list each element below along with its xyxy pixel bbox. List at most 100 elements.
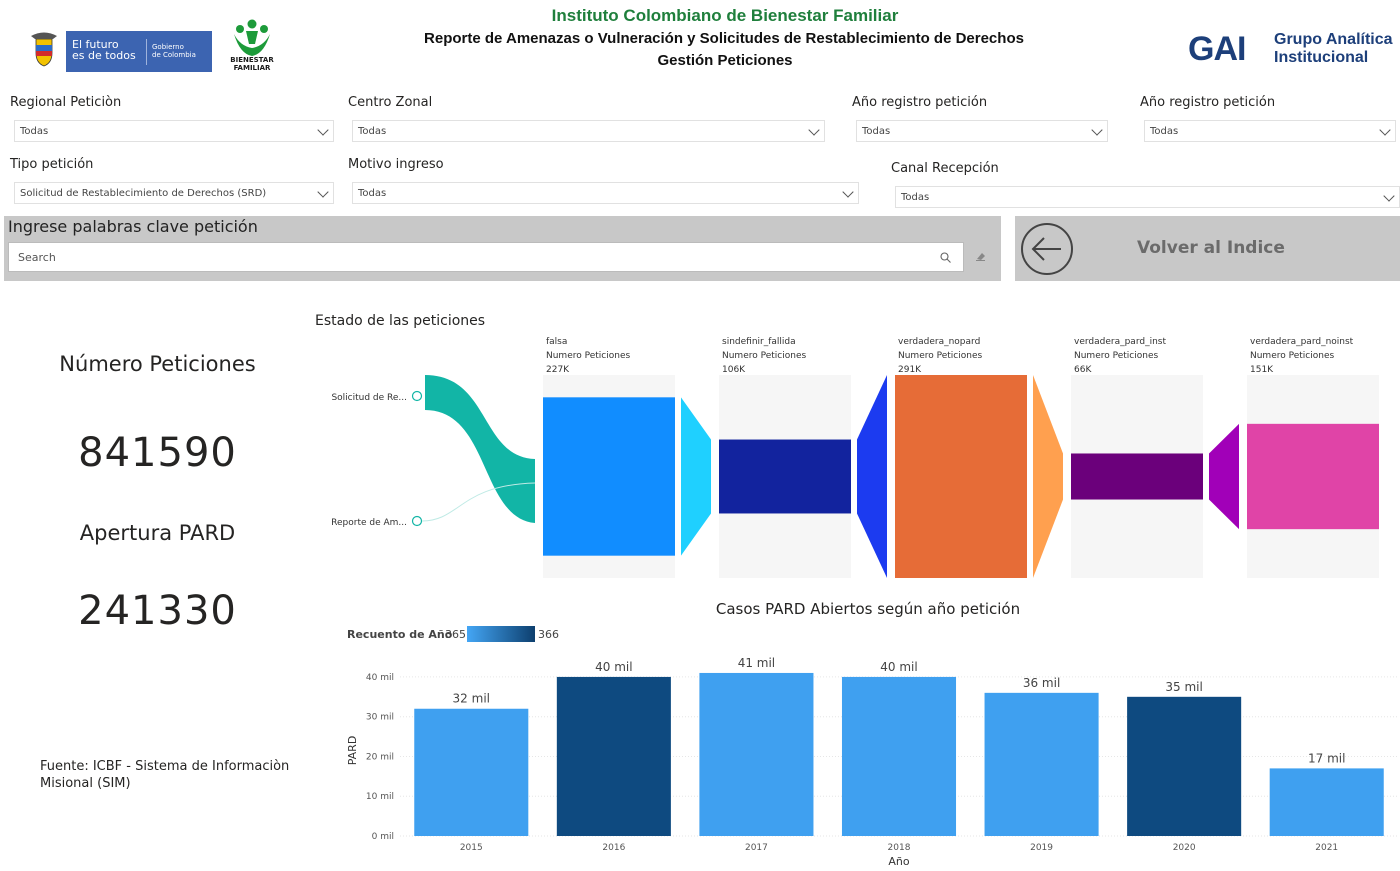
- decomp-measure-label: Numero Peticiones: [1250, 351, 1334, 361]
- decomp-bar-sindefinir_fallida[interactable]: [719, 439, 851, 514]
- numero-peticiones-label: Número Peticiones: [59, 352, 256, 376]
- legend-color-bar: [467, 626, 535, 642]
- chevron-down-icon: [1379, 124, 1391, 136]
- bar-data-label: 35 mil: [1165, 680, 1202, 694]
- decomp-measure-label: Numero Peticiones: [898, 351, 982, 361]
- decomp-bar-falsa[interactable]: [543, 397, 675, 556]
- anio-registro-dropdown[interactable]: Todas: [856, 120, 1108, 142]
- decomp-connector: [681, 397, 711, 556]
- decomp-connector: [857, 375, 887, 578]
- chevron-down-icon: [808, 124, 820, 136]
- bar-chart-title: Casos PARD Abiertos según año petición: [715, 600, 1021, 618]
- motivo-ingreso-label: Motivo ingreso: [348, 157, 444, 172]
- chevron-down-icon: [1383, 190, 1395, 202]
- bar-2015[interactable]: [414, 708, 529, 836]
- apertura-pard-label: Apertura PARD: [79, 521, 236, 545]
- decomp-node-label: sindefinir_fallida: [722, 337, 796, 347]
- regional-dropdown[interactable]: Todas: [14, 120, 334, 142]
- decomp-node-label: verdadera_pard_inst: [1074, 337, 1166, 347]
- bar-data-label: 36 mil: [1023, 676, 1060, 690]
- decomp-node-label: falsa: [546, 337, 567, 347]
- decomp-measure-label: Numero Peticiones: [722, 351, 806, 361]
- legend-title: Recuento de Año: [347, 628, 453, 641]
- bar-2017[interactable]: [699, 672, 814, 836]
- decomp-root-label[interactable]: Reporte de Am...: [331, 518, 407, 528]
- decomp-measure-label: Numero Peticiones: [1074, 351, 1158, 361]
- icbf-logo: BIENESTAR FAMILIAR: [226, 18, 278, 74]
- decomp-bar-verdadera_nopard[interactable]: [895, 375, 1027, 578]
- chevron-down-icon: [1091, 124, 1103, 136]
- centro-zonal-dropdown[interactable]: Todas: [352, 120, 825, 142]
- back-to-index-button[interactable]: [1015, 216, 1400, 281]
- x-tick-label: 2020: [1173, 843, 1196, 853]
- bar-data-label: 17 mil: [1308, 751, 1345, 765]
- motivo-ingreso-dropdown[interactable]: Todas: [352, 182, 859, 204]
- x-tick-label: 2019: [1030, 843, 1053, 853]
- bar-2020[interactable]: [1127, 696, 1242, 836]
- tipo-peticion-dropdown[interactable]: Solicitud de Restablecimiento de Derecho…: [14, 182, 334, 204]
- eraser-icon[interactable]: [975, 250, 987, 262]
- x-tick-label: 2017: [745, 843, 768, 853]
- bar-data-label: 40 mil: [880, 660, 917, 674]
- y-axis-label: PARD: [346, 736, 359, 766]
- bar-2019[interactable]: [984, 692, 1099, 836]
- decomp-connector: [1033, 375, 1063, 578]
- decomposition-tree[interactable]: Solicitud de Re... Reporte de Am... falsa N…: [310, 330, 1400, 585]
- gobierno-band: El futuro es de todos Gobierno de Colombia: [66, 31, 212, 72]
- bar-2021[interactable]: [1269, 768, 1384, 836]
- anio-registro-label: Año registro petición: [852, 95, 988, 110]
- bar-data-label: 40 mil: [595, 660, 632, 674]
- icbf-family-icon: [234, 19, 270, 56]
- decomp-title: Estado de las peticiones: [315, 313, 486, 329]
- centro-zonal-label: Centro Zonal: [348, 95, 433, 110]
- anio-registro-2-label: Año registro petición: [1140, 95, 1276, 110]
- y-tick-label: 40 mil: [366, 673, 394, 683]
- decomp-root-label[interactable]: Solicitud de Re...: [331, 393, 407, 403]
- decomp-root-node[interactable]: [411, 390, 423, 402]
- gobierno-logo: El futuro es de todos Gobierno de Colombia: [22, 31, 212, 72]
- decomp-root-node[interactable]: [411, 515, 423, 527]
- decomp-node-value: 106K: [722, 365, 746, 375]
- x-tick-label: 2015: [460, 843, 483, 853]
- numero-peticiones-value: 841590: [78, 430, 237, 476]
- search-icon[interactable]: [940, 252, 951, 263]
- chevron-down-icon: [842, 186, 854, 198]
- bar-2018[interactable]: [841, 676, 957, 836]
- bar-data-label: 32 mil: [453, 692, 490, 706]
- page-title: Instituto Colombiano de Bienestar Famili…: [551, 6, 899, 25]
- y-tick-label: 30 mil: [366, 713, 394, 723]
- anio-registro-2-dropdown[interactable]: Todas: [1144, 120, 1396, 142]
- gai-logo: GAI Grupo Analítica Institucional: [1188, 30, 1393, 68]
- bar-2016[interactable]: [556, 676, 671, 836]
- decomp-node-value: 66K: [1074, 365, 1092, 375]
- search-input[interactable]: Search: [8, 242, 964, 272]
- x-tick-label: 2021: [1315, 843, 1338, 853]
- back-button-label[interactable]: Volver al Indice: [1137, 238, 1285, 258]
- bar-data-label: 41 mil: [738, 656, 775, 670]
- y-tick-label: 0 mil: [372, 832, 394, 842]
- y-tick-label: 20 mil: [366, 752, 394, 762]
- legend-max: 366: [538, 628, 559, 641]
- coat-of-arms-icon: [22, 31, 66, 72]
- decomp-bar-verdadera_pard_inst[interactable]: [1071, 453, 1203, 500]
- decomp-bar-verdadera_pard_noinst[interactable]: [1247, 423, 1379, 530]
- legend-min: 365: [445, 628, 466, 641]
- apertura-pard-value: 241330: [78, 588, 237, 634]
- decomp-flow: [425, 375, 535, 523]
- decomp-connector: [1209, 423, 1239, 530]
- decomp-node-value: 151K: [1250, 365, 1274, 375]
- decomp-measure-label: Numero Peticiones: [546, 351, 630, 361]
- decomp-node-value: 291K: [898, 365, 922, 375]
- tipo-peticion-label: Tipo petición: [10, 157, 94, 172]
- canal-recepcion-dropdown[interactable]: Todas: [895, 186, 1400, 208]
- decomp-node-label: verdadera_nopard: [898, 337, 980, 347]
- x-tick-label: 2016: [602, 843, 625, 853]
- regional-label: Regional Peticiòn: [10, 95, 122, 110]
- back-arrow-icon[interactable]: [1020, 222, 1074, 276]
- decomp-node-label: verdadera_pard_noinst: [1250, 337, 1354, 347]
- report-section-title: Gestión Peticiones: [657, 52, 793, 69]
- y-tick-label: 10 mil: [366, 792, 394, 802]
- decomp-node-value: 227K: [546, 365, 570, 375]
- chevron-down-icon: [317, 186, 329, 198]
